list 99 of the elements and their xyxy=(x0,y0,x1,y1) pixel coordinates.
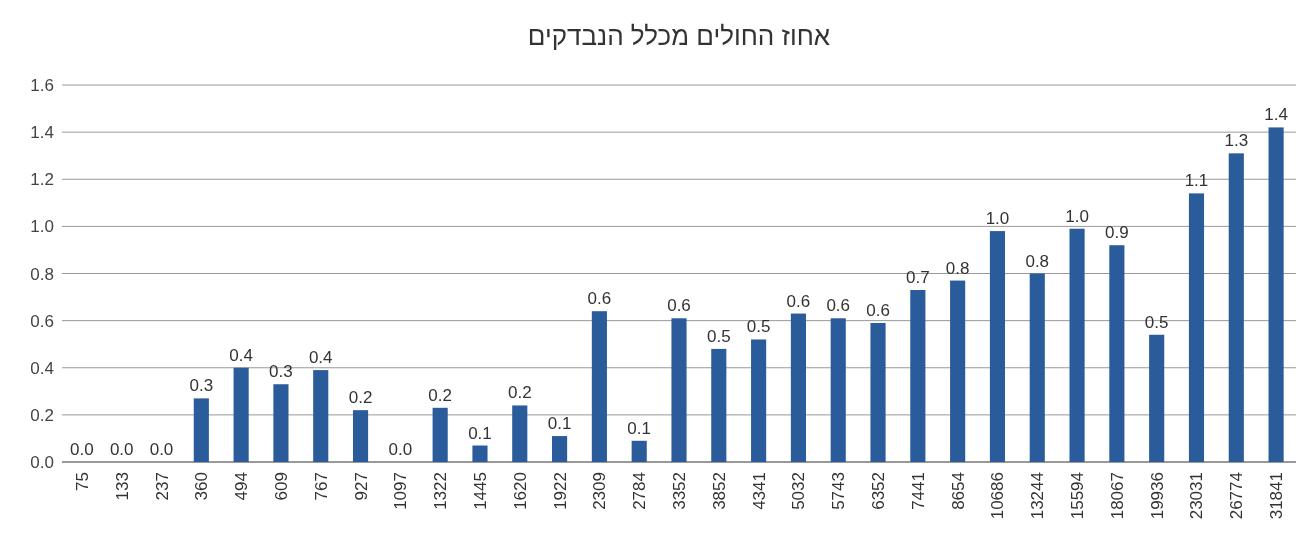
data-label: 0.1 xyxy=(547,414,572,434)
x-tick-label: 767 xyxy=(311,472,331,501)
bar xyxy=(512,405,528,462)
x-tick-label: 10686 xyxy=(988,472,1008,520)
x-tick-label: 19936 xyxy=(1147,472,1167,520)
x-tick-label: 15594 xyxy=(1068,472,1088,520)
x-tick-label: 7441 xyxy=(908,472,928,510)
bar xyxy=(552,436,568,462)
bar xyxy=(989,231,1006,462)
x-tick-label: 1620 xyxy=(510,472,530,510)
data-label: 1.3 xyxy=(1224,131,1249,151)
data-label: 0.5 xyxy=(746,317,771,337)
data-label: 0.6 xyxy=(866,300,890,320)
bar xyxy=(751,339,767,462)
y-tick-label: 1.2 xyxy=(30,170,54,190)
data-label: 0.8 xyxy=(1025,251,1050,271)
bar xyxy=(870,322,886,462)
data-label: 0.4 xyxy=(308,348,333,368)
bar xyxy=(1188,193,1205,462)
data-label: 0.3 xyxy=(189,376,214,396)
data-label: 0.7 xyxy=(906,267,930,287)
data-label: 0.2 xyxy=(507,383,532,403)
data-label: 0.9 xyxy=(1105,223,1129,243)
x-tick-label: 3852 xyxy=(709,472,729,510)
y-tick-label: 1.4 xyxy=(30,123,54,143)
x-tick-label: 2309 xyxy=(590,472,610,510)
bar xyxy=(591,311,607,462)
x-tick-label: 927 xyxy=(351,472,371,501)
y-tick-label: 0.0 xyxy=(30,453,54,472)
x-tick-label: 1097 xyxy=(391,472,411,510)
x-tick-label: 1922 xyxy=(550,472,570,510)
y-tick-label: 0.4 xyxy=(30,358,54,378)
data-label: 0.6 xyxy=(587,289,612,309)
data-label: 0.6 xyxy=(667,296,691,316)
bar xyxy=(631,440,647,462)
y-tick-label: 0.8 xyxy=(30,264,54,284)
x-tick-label: 237 xyxy=(152,472,172,501)
data-label: 0.1 xyxy=(627,418,652,438)
x-tick-label: 8654 xyxy=(948,472,968,510)
bar xyxy=(273,384,289,462)
x-tick-label: 3352 xyxy=(670,472,689,510)
y-tick-label: 0.6 xyxy=(30,311,54,331)
data-label: 0.8 xyxy=(945,258,970,278)
x-tick-label: 4341 xyxy=(749,472,769,510)
bar xyxy=(313,370,329,462)
x-tick-label: 26774 xyxy=(1227,472,1247,520)
data-label: 0.0 xyxy=(70,440,94,459)
data-label: 0.0 xyxy=(149,440,174,459)
x-tick-label: 13244 xyxy=(1028,472,1048,520)
x-tick-label: 1322 xyxy=(431,472,451,510)
bar xyxy=(671,318,687,462)
data-label: 1.0 xyxy=(1065,206,1089,226)
y-tick-label: 0.2 xyxy=(30,405,54,425)
bar xyxy=(1228,153,1244,462)
x-tick-label: 23031 xyxy=(1187,472,1207,520)
x-tick-label: 609 xyxy=(271,472,291,501)
data-label: 1.0 xyxy=(985,209,1010,229)
bar xyxy=(1029,273,1045,462)
x-tick-label: 75 xyxy=(72,472,92,491)
bar xyxy=(790,313,806,462)
x-tick-label: 5743 xyxy=(829,472,849,510)
data-label: 0.6 xyxy=(786,291,811,311)
bar xyxy=(233,367,249,462)
bar xyxy=(830,318,846,462)
data-label: 0.2 xyxy=(428,385,452,405)
bar xyxy=(1109,245,1125,462)
x-tick-label: 2784 xyxy=(630,472,650,510)
bar xyxy=(1149,334,1165,462)
bar xyxy=(1069,228,1085,462)
bar xyxy=(950,280,966,462)
data-label: 0.5 xyxy=(706,326,731,346)
x-tick-label: 18067 xyxy=(1107,472,1127,520)
data-label: 0.4 xyxy=(229,345,253,365)
x-tick-label: 31841 xyxy=(1267,472,1287,520)
x-tick-label: 6352 xyxy=(869,472,889,510)
x-tick-label: 1445 xyxy=(470,472,490,510)
data-label: 0.2 xyxy=(348,388,373,408)
data-label: 1.1 xyxy=(1184,171,1209,191)
data-label: 0.3 xyxy=(269,362,293,382)
data-label: 0.1 xyxy=(468,423,492,443)
data-label: 0.0 xyxy=(388,440,413,459)
bar xyxy=(193,398,209,462)
bar xyxy=(352,410,369,462)
data-label: 0.5 xyxy=(1144,312,1169,332)
x-tick-label: 5032 xyxy=(789,472,809,510)
x-tick-label: 133 xyxy=(112,472,132,501)
chart-title: אחוז החולים מכלל הנבדקים xyxy=(527,21,831,51)
data-label: 0.6 xyxy=(826,296,851,316)
bar xyxy=(1268,127,1284,462)
data-label: 0.0 xyxy=(109,440,134,459)
y-tick-label: 1.6 xyxy=(30,76,54,95)
bar xyxy=(432,407,448,462)
x-tick-label: 360 xyxy=(192,472,212,501)
bar xyxy=(910,289,926,462)
x-tick-label: 494 xyxy=(232,472,252,501)
bar xyxy=(472,445,488,462)
bar xyxy=(711,348,727,462)
data-label: 1.4 xyxy=(1264,105,1288,125)
y-tick-label: 1.0 xyxy=(30,217,54,237)
